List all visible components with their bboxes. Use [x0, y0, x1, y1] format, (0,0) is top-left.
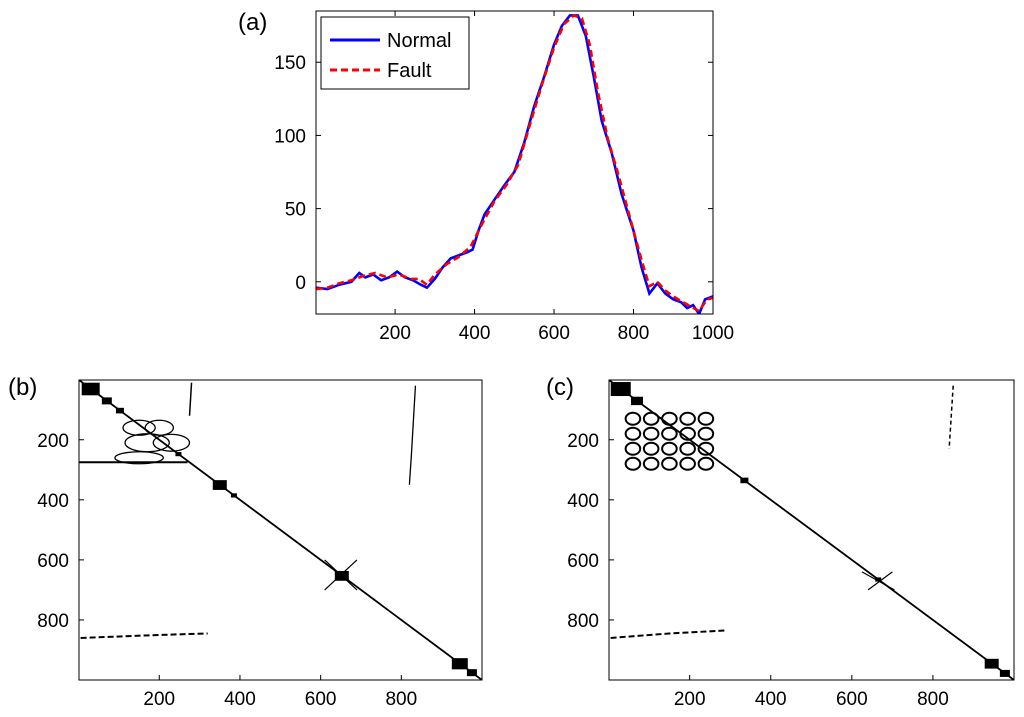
- series-line-fault: [316, 13, 713, 313]
- recurrence-contour: [624, 411, 642, 426]
- diagonal-line: [609, 380, 1014, 680]
- recurrence-block: [610, 382, 631, 397]
- recurrence-contour: [642, 456, 660, 471]
- x-tick-label: 400: [224, 689, 256, 710]
- recurrence-pattern: [79, 380, 482, 680]
- panel-a-axes-frame: [315, 10, 714, 315]
- recurrence-block: [740, 477, 749, 484]
- recurrence-cross: [324, 559, 358, 591]
- y-tick-label: 0: [295, 273, 306, 294]
- x-tick-label: 800: [917, 689, 949, 710]
- recurrence-contour: [697, 411, 715, 426]
- y-tick-label: 50: [285, 200, 306, 221]
- y-tick-label: 600: [37, 551, 69, 572]
- recurrence-band: [188, 382, 193, 416]
- recurrence-contour: [679, 411, 696, 426]
- recurrence-contour: [122, 419, 156, 436]
- recurrence-contour: [697, 456, 715, 471]
- recurrence-block: [999, 669, 1010, 677]
- panel-b-label: (b): [8, 374, 37, 401]
- x-tick-label: 800: [618, 323, 650, 344]
- recurrence-cross: [861, 571, 895, 591]
- x-tick-label: 1000: [692, 323, 734, 344]
- panel-b-recurrence-plot: (b) 200 400 600 800 200 400 600 800: [8, 374, 483, 710]
- recurrence-block: [81, 382, 100, 396]
- panel-a-label: (a): [238, 9, 267, 36]
- panel-a-legend: Normal Fault: [320, 16, 470, 90]
- x-tick-label: 600: [836, 689, 868, 710]
- recurrence-contour: [144, 419, 175, 436]
- recurrence-block: [875, 577, 882, 582]
- legend-normal-label: Normal: [387, 30, 451, 52]
- recurrence-block: [175, 452, 182, 457]
- recurrence-contour: [661, 456, 678, 471]
- x-tick-label: 600: [538, 323, 570, 344]
- panel-a-line-chart: (a) 200 400 600 800 1000 0 50 100 150 Normal Fau…: [238, 9, 734, 344]
- x-tick-label: 400: [459, 323, 491, 344]
- y-tick-label: 800: [37, 611, 69, 632]
- panel-c-label: (c): [546, 374, 574, 401]
- recurrence-contour: [642, 411, 660, 426]
- recurrence-block: [212, 480, 227, 490]
- recurrence-contour: [679, 456, 696, 471]
- x-tick-label: 200: [143, 689, 175, 710]
- recurrence-block: [451, 658, 468, 670]
- y-tick-label: 100: [274, 126, 306, 147]
- recurrence-contour: [114, 451, 164, 465]
- x-tick-label: 400: [755, 689, 787, 710]
- recurrence-contour: [661, 426, 678, 441]
- recurrence-contour: [624, 426, 642, 441]
- x-tick-label: 600: [305, 689, 337, 710]
- recurrence-contour: [679, 441, 696, 456]
- panel-b-axes-frame: [78, 379, 483, 681]
- x-tick-label: 800: [385, 689, 417, 710]
- recurrence-contour: [624, 456, 642, 471]
- panel-c-axes-frame: [608, 379, 1015, 681]
- recurrence-contour: [624, 441, 642, 456]
- recurrence-block: [230, 493, 237, 498]
- recurrence-band: [948, 385, 954, 449]
- recurrence-contour: [697, 426, 715, 441]
- recurrence-pattern: [609, 380, 1014, 680]
- y-tick-label: 150: [274, 53, 306, 74]
- recurrence-contour: [642, 441, 660, 456]
- recurrence-contour: [642, 426, 660, 441]
- recurrence-block: [466, 669, 477, 677]
- y-tick-label: 800: [567, 611, 599, 632]
- recurrence-contour: [661, 441, 678, 456]
- recurrence-contour: [697, 441, 715, 456]
- recurrence-contour: [152, 433, 191, 452]
- legend-fault-label: Fault: [387, 60, 432, 82]
- y-tick-label: 400: [37, 491, 69, 512]
- recurrence-block: [115, 407, 124, 414]
- recurrence-contour: [661, 411, 678, 426]
- recurrence-band: [610, 629, 727, 639]
- recurrence-block: [984, 658, 999, 669]
- x-tick-label: 200: [379, 323, 411, 344]
- recurrence-block: [630, 396, 643, 406]
- recurrence-contour: [679, 426, 696, 441]
- y-tick-label: 400: [567, 491, 599, 512]
- recurrence-block: [101, 397, 112, 405]
- panel-c-recurrence-plot: (c) 200 400 600 800 200 400 600 800: [546, 374, 1015, 710]
- y-tick-label: 600: [567, 551, 599, 572]
- recurrence-band: [408, 385, 417, 485]
- legend-box: [320, 16, 470, 90]
- recurrence-band: [80, 632, 208, 639]
- y-tick-label: 200: [567, 431, 599, 452]
- x-tick-label: 200: [674, 689, 706, 710]
- y-tick-label: 200: [37, 431, 69, 452]
